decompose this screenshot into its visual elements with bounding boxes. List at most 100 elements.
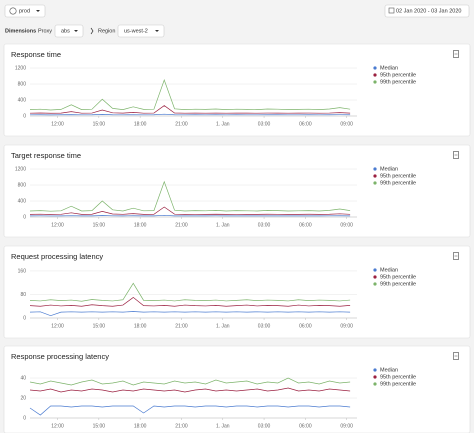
x-tick-label: 15:00 xyxy=(93,222,106,228)
chart-title: Response processing latency xyxy=(11,352,109,361)
x-tick-label: 1. Jan xyxy=(216,222,230,228)
x-tick-label: 03:00 xyxy=(258,423,271,429)
legend-marker xyxy=(373,66,377,70)
series-line xyxy=(29,296,351,307)
series-line xyxy=(29,377,351,386)
series-line xyxy=(29,78,351,111)
proxy-select[interactable] xyxy=(54,24,84,38)
environment-select[interactable] xyxy=(4,4,46,18)
legend-label[interactable]: Median xyxy=(380,166,398,172)
export-icon[interactable] xyxy=(453,352,459,360)
legend-label[interactable]: 99th percentile xyxy=(380,381,416,387)
y-tick-label: 0 xyxy=(23,113,26,119)
x-tick-label: 18:00 xyxy=(134,222,147,228)
legend-label[interactable]: 95th percentile xyxy=(380,274,416,280)
x-tick-label: 1. Jan xyxy=(216,121,230,127)
series-line xyxy=(29,206,351,215)
legend-label[interactable]: 99th percentile xyxy=(380,79,416,85)
chart-panel xyxy=(3,245,471,339)
legend-marker xyxy=(373,375,377,379)
dropdown-caret xyxy=(74,30,78,32)
y-tick-label: 40 xyxy=(20,375,26,381)
legend-marker xyxy=(373,73,377,77)
legend-marker xyxy=(373,275,377,279)
legend-label[interactable]: 95th percentile xyxy=(380,72,416,78)
region-value: us-west-2 xyxy=(124,28,148,34)
region-select[interactable] xyxy=(117,24,165,38)
x-tick-label: 06:00 xyxy=(299,323,312,329)
legend-marker xyxy=(373,268,377,272)
series-line xyxy=(29,113,351,116)
y-tick-label: 800 xyxy=(18,182,27,188)
legend-marker xyxy=(373,167,377,171)
globe-icon xyxy=(9,7,17,15)
legend-label[interactable]: 95th percentile xyxy=(380,374,416,380)
dropdown-caret xyxy=(155,30,159,32)
chart-title: Response time xyxy=(11,50,61,59)
y-tick-label: 80 xyxy=(20,292,26,298)
x-tick-label: 18:00 xyxy=(134,323,147,329)
legend-marker xyxy=(373,181,377,185)
x-tick-label: 12:00 xyxy=(51,222,64,228)
chart-panel xyxy=(3,43,471,137)
series-line xyxy=(29,387,351,393)
calendar-icon xyxy=(388,7,395,14)
legend-label[interactable]: 95th percentile xyxy=(380,173,416,179)
legend-label[interactable]: 99th percentile xyxy=(380,180,416,186)
x-tick-label: 1. Jan xyxy=(216,423,230,429)
dropdown-caret xyxy=(36,10,40,12)
legend-marker xyxy=(373,382,377,386)
y-tick-label: 1200 xyxy=(15,166,26,172)
x-tick-label: 09:00 xyxy=(340,323,353,329)
x-tick-label: 06:00 xyxy=(299,121,312,127)
legend-marker xyxy=(373,368,377,372)
x-tick-label: 12:00 xyxy=(51,323,64,329)
proxy-label: Proxy xyxy=(38,28,52,34)
legend-label[interactable]: Median xyxy=(380,367,398,373)
y-tick-label: 0 xyxy=(23,315,26,321)
chart-title: Target response time xyxy=(11,151,81,160)
legend-marker xyxy=(373,80,377,84)
dimensions-label: Dimensions xyxy=(5,28,36,34)
series-line xyxy=(29,180,351,212)
series-line xyxy=(29,311,351,317)
legend-label[interactable]: Median xyxy=(380,267,398,273)
x-tick-label: 03:00 xyxy=(258,323,271,329)
legend-label[interactable]: Median xyxy=(380,65,398,71)
export-icon[interactable] xyxy=(453,50,459,58)
x-tick-label: 09:00 xyxy=(340,423,353,429)
y-tick-label: 160 xyxy=(18,268,27,274)
environment-value: prod xyxy=(19,8,30,14)
chevron xyxy=(90,27,94,35)
series-line xyxy=(29,214,351,217)
export-icon[interactable] xyxy=(453,252,459,260)
y-tick-label: 800 xyxy=(18,81,27,87)
x-tick-label: 09:00 xyxy=(340,121,353,127)
x-tick-label: 06:00 xyxy=(299,222,312,228)
x-tick-label: 21:00 xyxy=(175,323,188,329)
x-tick-label: 1. Jan xyxy=(216,323,230,329)
x-tick-label: 21:00 xyxy=(175,222,188,228)
x-tick-label: 21:00 xyxy=(175,121,188,127)
x-tick-label: 09:00 xyxy=(340,222,353,228)
legend-marker xyxy=(373,282,377,286)
chart-panel xyxy=(3,345,471,433)
x-tick-label: 12:00 xyxy=(51,121,64,127)
legend-label[interactable]: 99th percentile xyxy=(380,281,416,287)
x-tick-label: 21:00 xyxy=(175,423,188,429)
chart-title: Request processing latency xyxy=(11,252,103,261)
series-line xyxy=(29,282,351,302)
y-tick-label: 0 xyxy=(23,415,26,421)
x-tick-label: 15:00 xyxy=(93,121,106,127)
series-line xyxy=(29,105,351,114)
y-tick-label: 0 xyxy=(23,214,26,220)
series-line xyxy=(29,405,351,416)
proxy-value: abs xyxy=(61,28,70,34)
legend-marker xyxy=(373,174,377,178)
date-range-picker[interactable] xyxy=(384,4,470,18)
x-tick-label: 06:00 xyxy=(299,423,312,429)
export-icon[interactable] xyxy=(453,151,459,159)
region-label: Region xyxy=(98,28,115,34)
y-tick-label: 400 xyxy=(18,97,27,103)
